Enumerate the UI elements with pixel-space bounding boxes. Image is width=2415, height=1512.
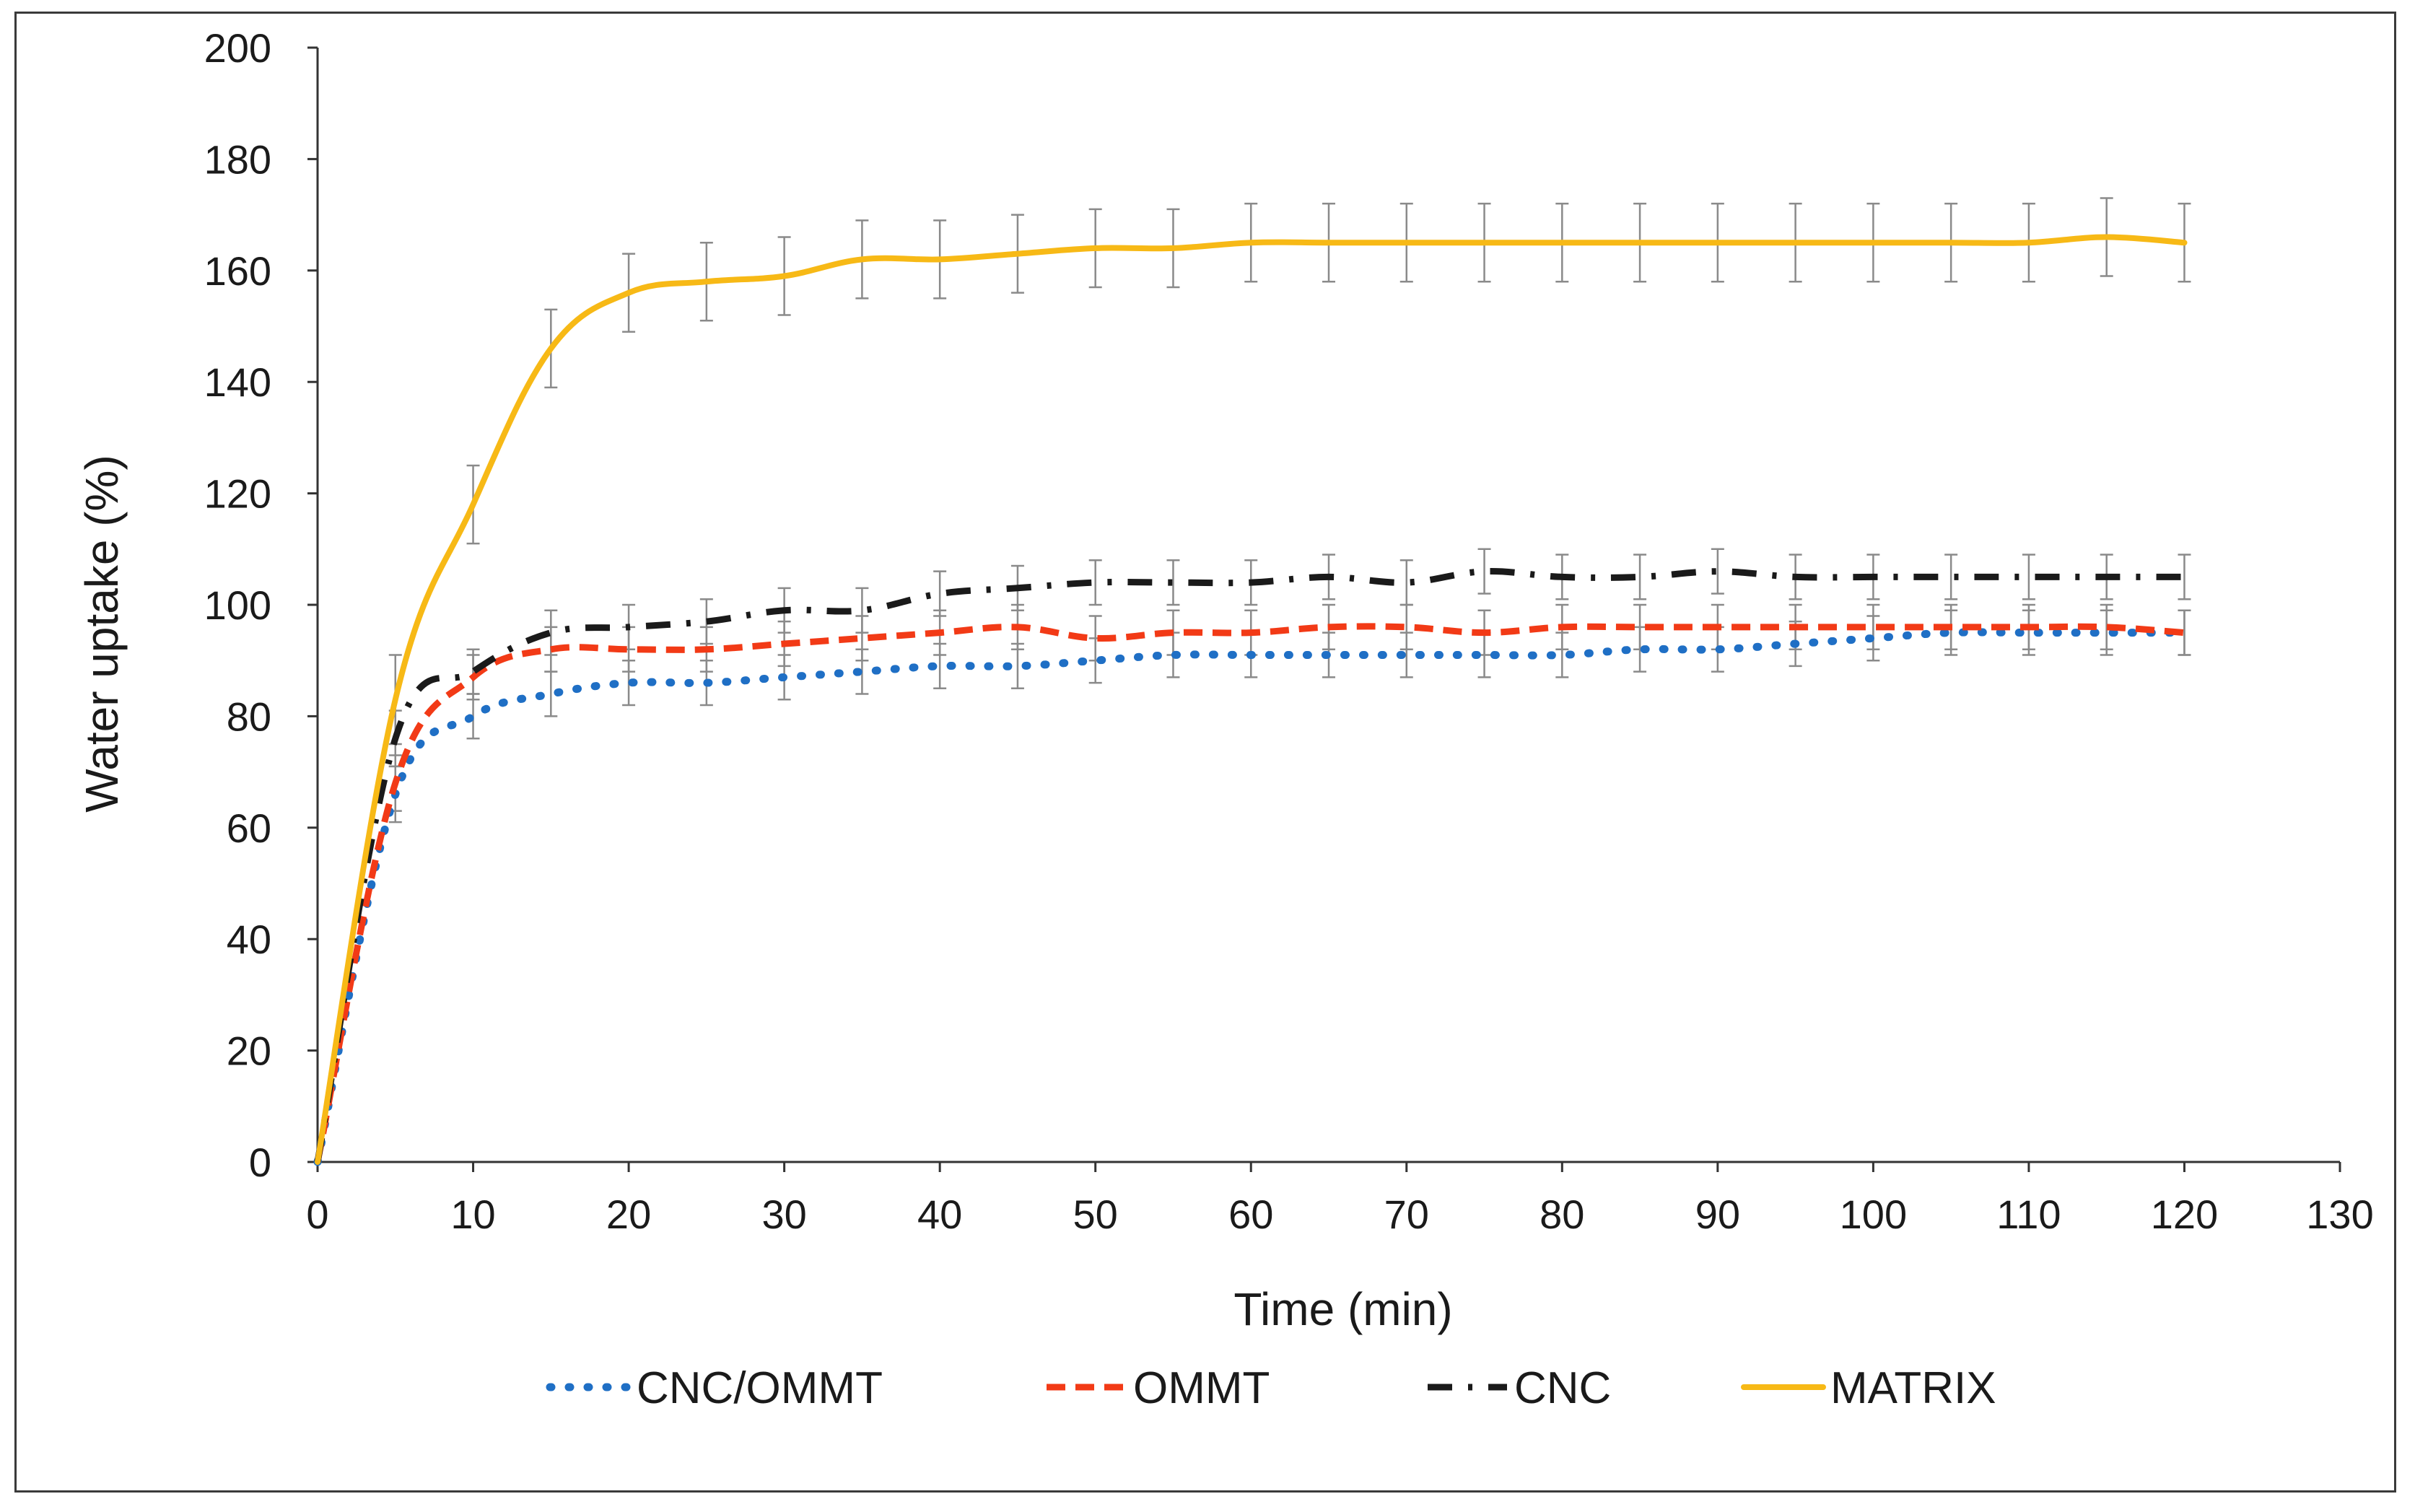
error-bar: [2178, 609, 2191, 656]
series-line-ommt: [314, 623, 2185, 1163]
x-tick-label: 0: [306, 1192, 328, 1237]
error-bar: [1711, 548, 1724, 595]
x-tick-label: 80: [1540, 1192, 1584, 1237]
error-bar: [1166, 559, 1180, 606]
y-tick-label: 120: [204, 471, 271, 517]
y-tick-label: 20: [227, 1028, 271, 1074]
y-tick-label: 100: [204, 582, 271, 628]
legend-item: CNC: [1428, 1363, 1611, 1413]
x-tick-label: 70: [1384, 1192, 1429, 1237]
x-axis-title: Time (min): [1233, 1283, 1452, 1335]
y-tick-label: 180: [204, 136, 271, 182]
x-tick-label: 50: [1073, 1192, 1118, 1237]
error-bar: [1088, 559, 1102, 606]
y-tick-label: 60: [227, 805, 271, 851]
error-bar: [933, 570, 947, 617]
tick-labels: 0 20 40 60 80 100 120 140 160 180 200 0 10 20 30 40 50 60…: [204, 25, 2374, 1237]
error-bar: [855, 587, 869, 634]
x-tick-label: 100: [1840, 1192, 1907, 1237]
error-bar: [1633, 554, 1647, 600]
y-tick-label: 80: [227, 694, 271, 739]
legend: CNC/OMMT OMMT CNC MATRIX: [546, 1363, 1996, 1413]
x-tick-label: 20: [606, 1192, 651, 1237]
x-tick-label: 30: [761, 1192, 806, 1237]
legend-item: OMMT: [1047, 1363, 1270, 1413]
error-bar: [2022, 554, 2035, 600]
error-bar: [1399, 559, 1413, 606]
error-bar: [466, 648, 480, 695]
axes: [307, 46, 2341, 1172]
error-bar: [1866, 603, 1880, 651]
y-tick-label: 140: [204, 359, 271, 405]
legend-label: MATRIX: [1830, 1363, 1996, 1413]
y-tick-label: 160: [204, 248, 271, 294]
x-tick-label: 10: [450, 1192, 495, 1237]
legend-label: OMMT: [1133, 1363, 1270, 1413]
chart-frame: [14, 12, 2396, 1493]
legend-item: CNC/OMMT: [546, 1363, 883, 1413]
error-bars: [388, 197, 2191, 823]
x-tick-label: 60: [1228, 1192, 1273, 1237]
legend-label: CNC/OMMT: [637, 1363, 883, 1413]
x-tick-label: 90: [1695, 1192, 1740, 1237]
error-bar: [2178, 554, 2191, 600]
error-bar: [2100, 603, 2113, 651]
x-tick-label: 40: [917, 1192, 962, 1237]
error-bar: [1944, 554, 1958, 600]
y-tick-label: 0: [249, 1140, 271, 1185]
error-bar: [1477, 548, 1491, 595]
series-lines: [313, 234, 2188, 1166]
y-tick-label: 200: [204, 25, 271, 71]
x-tick-label: 130: [2306, 1192, 2373, 1237]
legend-label: CNC: [1514, 1363, 1611, 1413]
legend-item: MATRIX: [1741, 1363, 1996, 1413]
series-line-cnc-ommt: [313, 628, 2188, 1166]
series-line-matrix: [315, 234, 2188, 1165]
x-tick-label: 120: [2151, 1192, 2218, 1237]
y-tick-label: 40: [227, 917, 271, 962]
x-tick-label: 110: [1996, 1192, 2061, 1237]
y-axis-title: Water uptake (%): [76, 455, 128, 813]
series-line-cnc: [314, 568, 2185, 1163]
